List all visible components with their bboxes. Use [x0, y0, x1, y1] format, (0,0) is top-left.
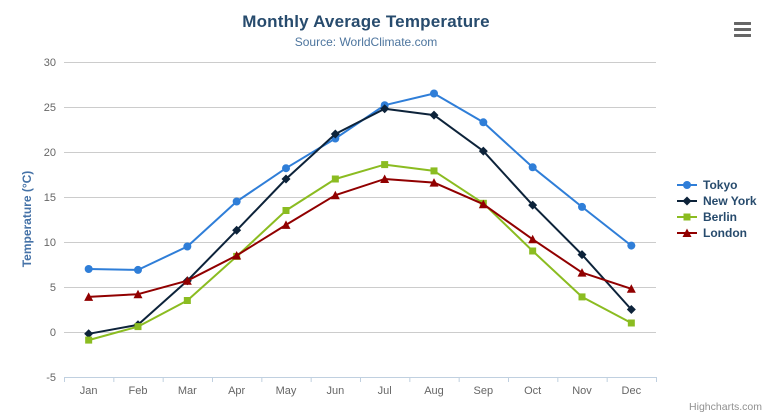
legend-item-tokyo[interactable]: Tokyo — [676, 178, 757, 192]
data-point[interactable] — [183, 242, 192, 251]
data-point[interactable] — [134, 265, 142, 274]
data-point[interactable] — [528, 234, 538, 244]
data-point[interactable] — [282, 164, 290, 173]
y-axis-label: -5 — [46, 372, 56, 384]
data-point[interactable] — [84, 329, 94, 339]
data-point[interactable] — [429, 178, 439, 187]
data-point[interactable] — [626, 284, 636, 293]
data-point[interactable] — [528, 163, 537, 172]
diamond-marker-icon — [677, 196, 697, 206]
data-point[interactable] — [84, 265, 93, 273]
data-point[interactable] — [478, 199, 488, 209]
x-axis-label: Apr — [228, 385, 245, 397]
data-point[interactable] — [430, 167, 438, 175]
data-point[interactable] — [578, 293, 586, 301]
y-axis-label: 25 — [44, 102, 56, 114]
data-point[interactable] — [627, 319, 635, 327]
x-axis-label: Jan — [80, 385, 98, 397]
data-point[interactable] — [430, 89, 438, 98]
data-point[interactable] — [529, 247, 537, 255]
data-point[interactable] — [183, 297, 191, 304]
data-point[interactable] — [84, 292, 94, 301]
data-point[interactable] — [281, 220, 291, 229]
circle-marker-icon — [677, 181, 697, 189]
data-point[interactable] — [577, 268, 587, 277]
data-point[interactable] — [380, 104, 390, 114]
data-point[interactable] — [626, 305, 636, 314]
series-line-new-york[interactable] — [87, 107, 633, 335]
series-line-berlin[interactable] — [87, 163, 633, 342]
legend-item-new-york[interactable]: New York — [676, 194, 757, 208]
credits-link[interactable]: Highcharts.com — [689, 401, 762, 413]
x-axis-label: Jul — [378, 385, 392, 397]
square-marker-icon — [677, 213, 697, 221]
hamburger-icon — [734, 27, 751, 31]
x-axis-label: Nov — [572, 385, 592, 397]
y-axis-label: 5 — [50, 282, 56, 294]
data-point[interactable] — [627, 241, 636, 250]
data-point[interactable] — [232, 225, 242, 235]
legend-item-berlin[interactable]: Berlin — [676, 210, 757, 224]
x-axis-label: Sep — [474, 385, 494, 397]
legend-label: Tokyo — [703, 178, 738, 192]
data-point[interactable] — [381, 161, 389, 169]
data-point[interactable] — [479, 118, 488, 127]
data-point[interactable] — [133, 289, 143, 299]
y-axis-label: 15 — [44, 192, 56, 204]
y-axis-label: 10 — [44, 237, 56, 249]
data-point[interactable] — [528, 200, 538, 210]
data-point[interactable] — [380, 174, 390, 184]
x-axis-label: Aug — [424, 385, 444, 397]
legend-item-london[interactable]: London — [676, 226, 757, 240]
y-axis-label: 30 — [44, 57, 56, 69]
data-point[interactable] — [578, 202, 586, 211]
series-line-tokyo[interactable] — [87, 92, 633, 271]
data-point[interactable] — [282, 207, 290, 214]
x-axis-label: Mar — [178, 385, 197, 397]
y-axis-label: 0 — [50, 327, 56, 339]
x-axis-label: Oct — [524, 385, 541, 397]
data-point[interactable] — [429, 110, 439, 120]
legend-label: Berlin — [703, 210, 738, 224]
x-axis-label: Jun — [326, 385, 344, 397]
chart-title: Monthly Average Temperature — [242, 12, 490, 31]
triangle-marker-icon — [677, 228, 697, 237]
data-point[interactable] — [331, 175, 339, 183]
data-point[interactable] — [232, 197, 241, 206]
data-point[interactable] — [330, 190, 340, 200]
data-point[interactable] — [85, 336, 93, 344]
data-point[interactable] — [281, 174, 291, 184]
data-point[interactable] — [232, 251, 242, 260]
data-point[interactable] — [330, 129, 340, 139]
data-point[interactable] — [134, 323, 142, 331]
export-menu-button[interactable] — [731, 18, 755, 40]
x-axis-label: Feb — [129, 385, 148, 397]
x-axis-label: May — [276, 385, 297, 397]
legend: Tokyo New York Berlin London — [676, 178, 757, 240]
data-point[interactable] — [478, 146, 488, 156]
chart-subtitle: Source: WorldClimate.com — [294, 35, 438, 49]
data-point[interactable] — [577, 250, 587, 260]
data-point[interactable] — [182, 276, 192, 285]
hamburger-icon — [734, 21, 751, 25]
legend-label: New York — [703, 194, 757, 208]
series-line-london[interactable] — [87, 178, 633, 298]
hamburger-icon — [734, 33, 751, 37]
y-axis-label: 20 — [44, 147, 56, 159]
x-axis-label: Dec — [622, 385, 642, 397]
legend-label: London — [703, 226, 747, 240]
